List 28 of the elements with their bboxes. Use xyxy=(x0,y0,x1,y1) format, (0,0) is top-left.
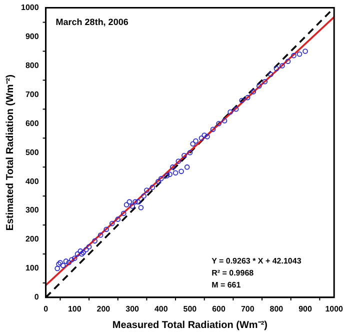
y-tick-label: 0 xyxy=(34,292,40,302)
y-tick-label: 100 xyxy=(25,264,40,273)
x-tick-label: 100 xyxy=(68,304,82,314)
text: March 28th, 2006 xyxy=(56,16,128,27)
x-tick-label: 900 xyxy=(298,304,312,314)
x-tick-label: 300 xyxy=(126,304,140,314)
x-tick-label: 600 xyxy=(212,304,226,314)
y-tick-label: 400 xyxy=(25,176,40,186)
annotation: M = 661 xyxy=(212,280,242,290)
x-tick-label: 200 xyxy=(96,304,111,314)
y-tick-label: 700 xyxy=(25,90,40,99)
x-tick-label: 500 xyxy=(183,304,198,314)
y-tick-label: 900 xyxy=(25,32,40,41)
annotation: Y = 0.9263 * X + 42.1043 xyxy=(212,256,302,266)
x-tick-label: 700 xyxy=(240,304,255,314)
x-tick-label: 800 xyxy=(270,304,284,314)
x-tick-label: 0 xyxy=(44,304,49,314)
y-tick-label: 500 xyxy=(25,148,40,157)
x-tick-label: 400 xyxy=(154,304,168,314)
y-tick-label: 600 xyxy=(25,118,40,128)
annotation: R² = 0.9968 xyxy=(212,268,254,278)
x-axis-title: Measured Total Radiation (Wm⁻²) xyxy=(112,320,268,331)
y-tick-label: 300 xyxy=(25,206,40,215)
x-tick-label: 1000 xyxy=(325,304,344,314)
y-axis-title: Estimated Total Radiation (Wm⁻²) xyxy=(4,74,16,231)
y-tick-label: 200 xyxy=(25,234,40,244)
y-tick-label: 1000 xyxy=(21,3,40,12)
y-tick-label: 800 xyxy=(25,60,40,70)
